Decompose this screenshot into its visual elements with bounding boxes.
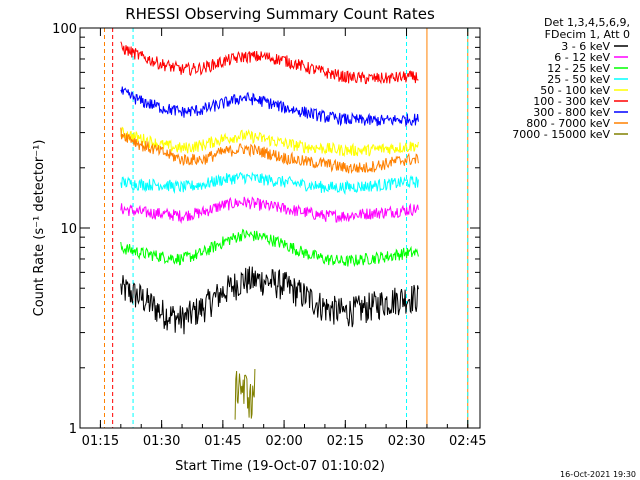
x-tick-label: 02:00 [265, 434, 302, 449]
series-line [120, 126, 419, 158]
timestamp: 16-Oct-2021 19:30 [560, 470, 636, 479]
series-line [120, 228, 419, 268]
x-tick-label: 02:45 [449, 434, 486, 449]
legend-label: 800 - 7000 keV [526, 117, 610, 130]
y-tick-label: 1 [69, 422, 77, 437]
series-line [120, 86, 419, 127]
chart-axes: 01:15 01:30 01:45 02:00 02:15 02:30 02:45 1 10 10… [52, 22, 486, 449]
legend-header: FDecim 1, Att 0 [545, 28, 630, 41]
legend-label: 6 - 12 keV [554, 51, 610, 64]
x-tick-label: 01:15 [82, 434, 119, 449]
legend-label: 7000 - 15000 keV [512, 128, 610, 141]
x-tick-label: 01:30 [143, 434, 180, 449]
y-axis-label: Count Rate (s⁻¹ detector⁻¹) [32, 140, 47, 317]
chart-title: RHESSI Observing Summary Count Rates [125, 5, 435, 23]
legend-label: 25 - 50 keV [547, 73, 610, 86]
series-line [120, 127, 419, 175]
series-line [234, 368, 256, 420]
x-axis-label: Start Time (19-Oct-07 01:10:02) [175, 459, 385, 474]
legend-label: 100 - 300 keV [533, 95, 610, 108]
legend-label: 50 - 100 keV [540, 84, 610, 97]
x-tick-label: 02:30 [388, 434, 425, 449]
y-tick-label: 10 [60, 222, 77, 237]
legend-label: 3 - 6 keV [561, 40, 610, 53]
series-line [120, 266, 419, 335]
legend-label: 300 - 800 keV [533, 106, 610, 119]
legend-header: Det 1,3,4,5,6,9, [544, 16, 630, 29]
x-tick-label: 01:45 [204, 434, 241, 449]
series-line [120, 41, 419, 85]
legend: Det 1,3,4,5,6,9,FDecim 1, Att 03 - 6 keV… [512, 16, 630, 141]
plot-frame [79, 27, 481, 429]
series-line [120, 196, 419, 224]
legend-label: 12 - 25 keV [547, 62, 610, 75]
y-tick-label: 100 [52, 22, 77, 37]
chart-marks [103, 28, 469, 428]
x-tick-label: 02:15 [327, 434, 364, 449]
series-line [120, 171, 419, 196]
